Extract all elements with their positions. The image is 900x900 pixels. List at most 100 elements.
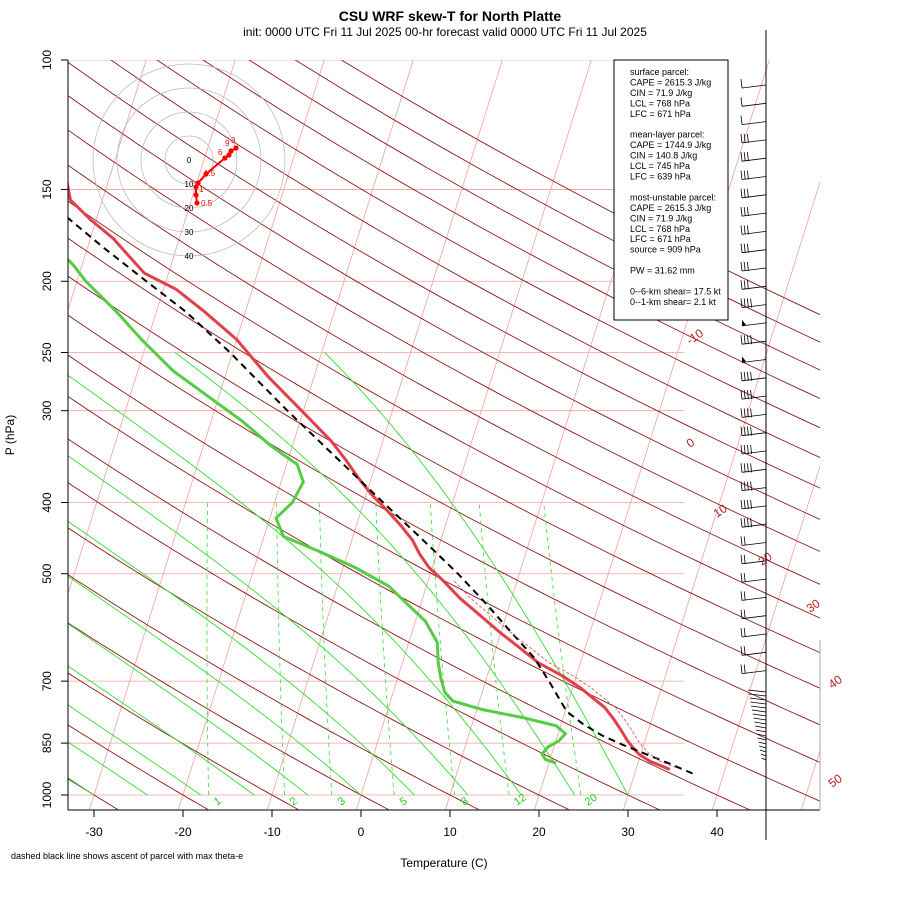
isotherm-line bbox=[177, 60, 414, 810]
wind-barb-flag bbox=[747, 390, 749, 400]
wind-barb-flag bbox=[743, 426, 746, 436]
y-tick-label: 700 bbox=[40, 671, 54, 691]
mixing-ratio-label: 8 bbox=[459, 795, 471, 808]
info-box-line: CIN = 71.9 J/kg bbox=[630, 213, 692, 223]
hodograph-ring bbox=[116, 87, 262, 233]
dry-adiabat-line bbox=[68, 438, 751, 810]
wind-barb-shaft bbox=[741, 285, 767, 290]
hodograph-point bbox=[222, 155, 228, 161]
wind-barb-flag bbox=[743, 481, 746, 491]
moist-adiabat-line bbox=[68, 374, 522, 796]
isotherm-label: -10 bbox=[684, 326, 707, 348]
hodograph-point bbox=[193, 192, 199, 198]
dry-adiabat-line bbox=[68, 527, 571, 810]
sounding-series bbox=[68, 178, 693, 775]
hodograph: 0 10 20 30 40 0.5 11.5 369 bbox=[92, 63, 286, 261]
wind-barb-flag bbox=[740, 609, 743, 619]
wind-barb-shaft bbox=[741, 340, 767, 345]
wind-barb-flag bbox=[750, 518, 752, 528]
dry-adiabat-line bbox=[68, 164, 820, 585]
mixing-ratio-line bbox=[375, 502, 395, 796]
moist-adiabat-line bbox=[68, 665, 255, 796]
hodograph-ring-label: 30 bbox=[185, 228, 194, 237]
info-box-line: source = 909 hPa bbox=[630, 245, 701, 255]
wind-barb-shaft bbox=[758, 741, 767, 745]
dry-adiabat-line bbox=[248, 60, 820, 371]
wind-barb-shaft bbox=[741, 102, 767, 107]
wind-barb-flag bbox=[750, 426, 752, 436]
wind-barb-flag bbox=[743, 280, 746, 290]
isotherm-line bbox=[533, 60, 770, 810]
wind-barb-shaft bbox=[741, 615, 767, 620]
wind-barbs bbox=[740, 30, 767, 840]
hodograph-point-label: 1 bbox=[199, 185, 204, 194]
hodograph-point-label: 1.5 bbox=[204, 169, 216, 178]
isotherm-label: 50 bbox=[826, 771, 845, 790]
chart-subtitle: init: 0000 UTC Fri 11 Jul 2025 00-hr for… bbox=[243, 25, 647, 39]
isotherm-line bbox=[622, 180, 820, 810]
moist-adiabat-line bbox=[68, 520, 415, 796]
wind-barb-shaft bbox=[741, 487, 767, 491]
mixing-ratio-labels: 1 2 3 5 8 12 20 bbox=[212, 792, 600, 809]
info-box-line: 0--6-km shear= 17.5 kt bbox=[630, 286, 721, 296]
moist-adiabat-line bbox=[68, 741, 148, 796]
wind-barb-flag bbox=[743, 371, 746, 381]
hodograph-ring-label: 0 bbox=[187, 156, 192, 165]
dewpoint-line bbox=[68, 257, 568, 765]
hodograph-point bbox=[195, 180, 201, 186]
wind-barb-flag bbox=[750, 408, 752, 418]
wind-barb-flag bbox=[740, 133, 743, 143]
wind-barb-flag bbox=[747, 444, 749, 455]
wind-barb-shaft bbox=[741, 176, 767, 180]
wind-barb-flag bbox=[747, 463, 749, 473]
info-box-line: most-unstable parcel: bbox=[630, 192, 716, 202]
wind-barb-flag bbox=[743, 408, 746, 418]
isotherm-line bbox=[68, 60, 236, 596]
temperature-line bbox=[68, 178, 671, 771]
wind-barb-shaft bbox=[759, 749, 767, 753]
wind-barb-shaft bbox=[741, 231, 767, 235]
virtual-temperature-line bbox=[453, 579, 681, 770]
wind-barb-flag bbox=[743, 243, 746, 253]
wind-barb-flag bbox=[740, 115, 743, 125]
wind-barb-flag bbox=[747, 152, 749, 162]
x-tick-label: 40 bbox=[710, 825, 724, 839]
wind-barb-flag bbox=[740, 152, 743, 162]
hodograph-point-label: 9 bbox=[225, 139, 230, 148]
wind-barb-shaft bbox=[759, 745, 767, 749]
wind-barb-flag bbox=[747, 170, 749, 180]
wind-barb-flag bbox=[743, 261, 746, 272]
dry-adiabat-line bbox=[68, 275, 820, 689]
wind-barb-shaft bbox=[741, 139, 767, 144]
wind-barb-flag bbox=[747, 499, 749, 509]
wind-barb-flag bbox=[740, 225, 743, 235]
wind-barb-shaft bbox=[741, 651, 767, 656]
dry-adiabat-line bbox=[68, 95, 820, 520]
wind-barb-flag bbox=[747, 408, 749, 418]
info-box-line: PW = 31.62 mm bbox=[630, 266, 695, 276]
dry-adiabat-line bbox=[68, 395, 820, 802]
wind-barb-flag bbox=[740, 390, 743, 400]
isotherm-label: 40 bbox=[826, 672, 845, 691]
wind-barb-flag bbox=[747, 188, 749, 198]
wind-barb-shaft bbox=[741, 322, 767, 327]
wind-barb-shaft bbox=[751, 705, 767, 709]
wind-barb-flag bbox=[750, 444, 752, 455]
wind-barb-shaft bbox=[750, 701, 767, 705]
wind-barb-flag bbox=[750, 298, 752, 308]
isotherm-line bbox=[355, 60, 592, 810]
info-box-line: 0--1-km shear= 2.1 kt bbox=[630, 297, 716, 307]
wind-barb-shaft bbox=[754, 721, 767, 725]
isotherm-line bbox=[88, 60, 325, 810]
y-axis-label: P (hPa) bbox=[3, 415, 17, 455]
info-box-line: CIN = 71.9 J/kg bbox=[630, 88, 692, 98]
wind-barb-shaft bbox=[741, 249, 767, 254]
wind-barb-flag bbox=[747, 426, 749, 436]
wind-barb-flag bbox=[743, 152, 746, 162]
wind-barb-flag bbox=[743, 609, 746, 619]
info-box-line: surface parcel: bbox=[630, 67, 689, 77]
mixing-ratio-label: 20 bbox=[583, 792, 600, 809]
wind-barb-shaft bbox=[741, 359, 767, 363]
y-tick-label: 1000 bbox=[40, 781, 54, 808]
